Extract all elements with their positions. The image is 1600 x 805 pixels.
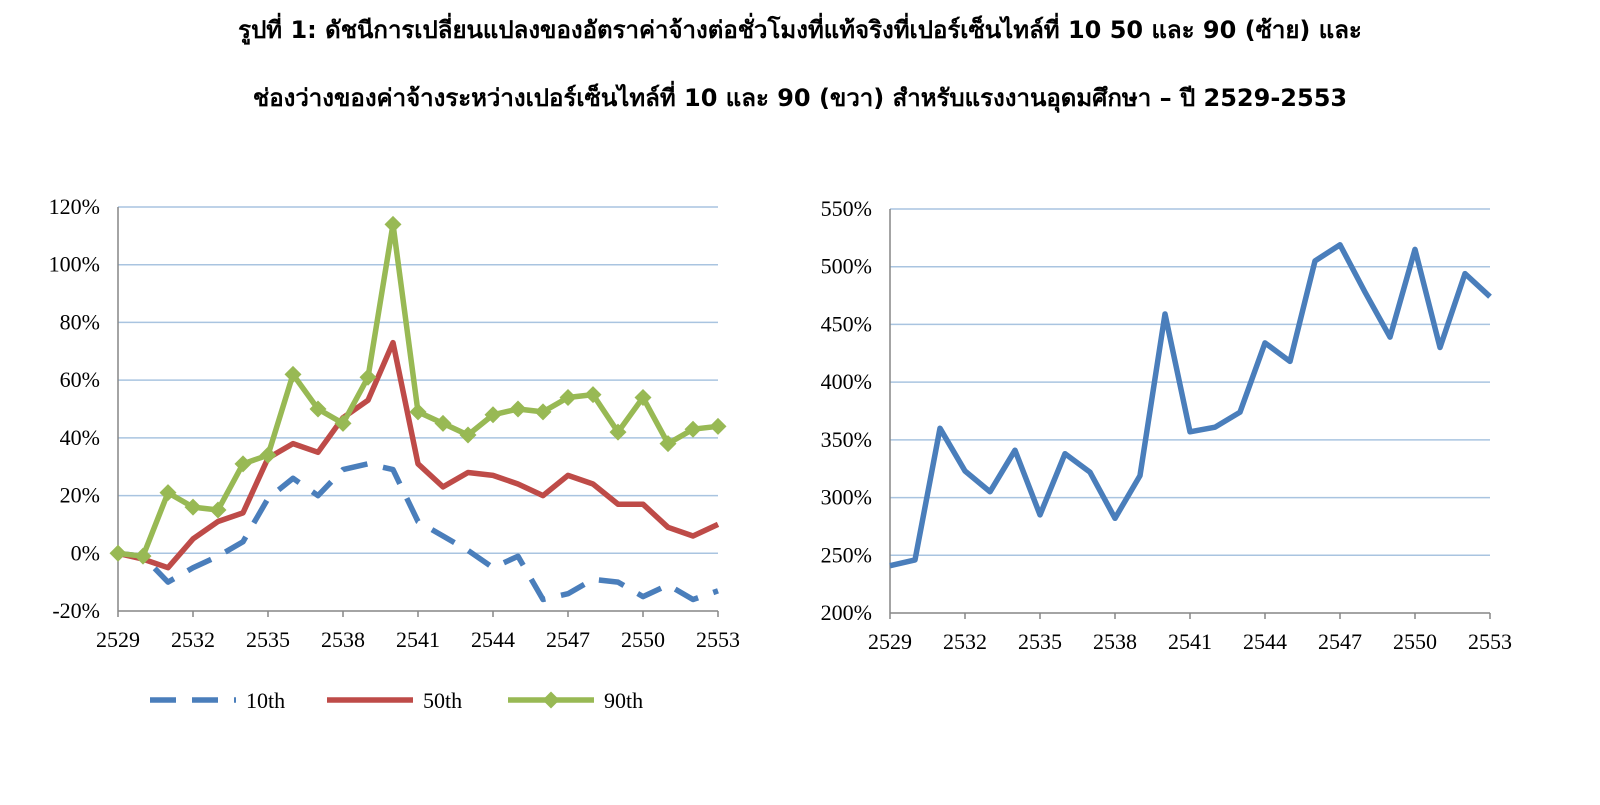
left-y-tick-label: 120% [49,194,100,219]
series-point-90th [384,215,402,233]
left-x-tick-label: 2544 [471,627,515,652]
left-y-tick-label: -20% [52,598,100,623]
right-x-tick-label: 2529 [868,629,912,654]
series-point-90th [534,403,552,421]
right-x-tick-label: 2532 [943,629,987,654]
right-y-tick-label: 300% [821,485,872,510]
right-x-tick-label: 2535 [1018,629,1062,654]
series-point-90th [484,406,502,424]
series-point-90th [459,426,477,444]
right-y-tick-label: 200% [821,600,872,625]
right-x-tick-label: 2541 [1168,629,1212,654]
right-y-tick-label: 400% [821,369,872,394]
left-chart-percentile-index: -20% 0% 20% 40% 60% 80% 100% 120% 2529 2532 2535 25… [49,194,740,652]
series-point-90th [159,484,177,502]
series-point-90th [634,388,652,406]
left-y-tick-label: 100% [49,252,100,277]
chart-title-line-2: ช่องว่างของค่าจ้างระหว่างเปอร์เซ็นไทล์ที… [252,84,1348,112]
right-y-tick-label: 550% [821,196,872,221]
left-x-tick-label: 2535 [246,627,290,652]
right-y-tick-label: 500% [821,254,872,279]
right-y-tick-label: 450% [821,311,872,336]
left-chart-legend: 10th 50th 90th [150,688,643,713]
series-point-90th [709,417,727,435]
left-y-tick-label: 80% [60,309,100,334]
series-point-90th [659,435,677,453]
series-point-90th [434,414,452,432]
series-point-90th [309,400,327,418]
right-x-tick-label: 2547 [1318,629,1362,654]
left-x-tick-label: 2532 [171,627,215,652]
legend-label-90th: 90th [604,688,643,713]
left-x-tick-label: 2541 [396,627,440,652]
chart-title-line-1: รูปที่ 1: ดัชนีการเปลี่ยนแปลงของอัตราค่า… [238,16,1362,44]
left-y-tick-label: 60% [60,367,100,392]
legend-label-50th: 50th [423,688,462,713]
left-y-tick-label: 20% [60,483,100,508]
series-point-90th [684,420,702,438]
series-point-90th [109,544,127,562]
left-y-tick-label: 0% [71,540,100,565]
series-point-90th [134,547,152,565]
left-x-tick-label: 2529 [96,627,140,652]
series-point-90th [509,400,527,418]
series-line-50th [117,339,720,571]
right-y-tick-label: 250% [821,542,872,567]
series-point-90th [359,368,377,386]
right-chart-p90-p10-gap: 200% 250% 300% 350% 400% 450% 500% 550% 2529 2532… [821,196,1512,654]
legend-marker-90th [542,691,560,709]
series-point-90th [409,403,427,421]
legend-label-10th: 10th [246,688,285,713]
series-point-90th [234,455,252,473]
series-point-90th [584,386,602,404]
left-x-tick-label: 2553 [696,627,740,652]
right-series-line [889,242,1492,569]
series-point-90th [334,414,352,432]
series-point-90th [184,498,202,516]
left-x-tick-label: 2538 [321,627,365,652]
series-point-90th [559,388,577,406]
right-x-tick-label: 2538 [1093,629,1137,654]
series-line-10th [117,461,719,603]
left-y-tick-label: 40% [60,425,100,450]
left-x-tick-label: 2547 [546,627,590,652]
series-point-90th [284,365,302,383]
series-point-90th [209,501,227,519]
series-point-90th [259,446,277,464]
right-y-tick-label: 350% [821,427,872,452]
right-x-tick-label: 2550 [1393,629,1437,654]
right-x-tick-label: 2544 [1243,629,1287,654]
left-x-tick-label: 2550 [621,627,665,652]
right-x-tick-label: 2553 [1468,629,1512,654]
series-point-90th [609,423,627,441]
